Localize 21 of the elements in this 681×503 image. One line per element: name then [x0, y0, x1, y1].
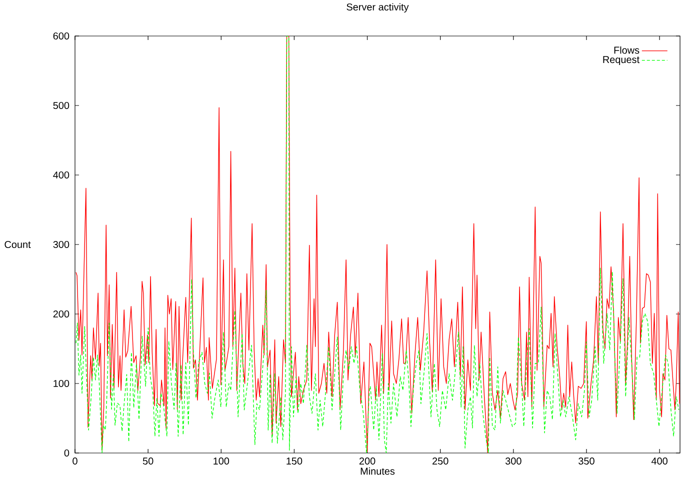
x-tick-label: 50: [142, 458, 154, 465]
x-tick-label: 350: [578, 458, 594, 465]
y-tick-label: 500: [53, 102, 70, 110]
x-tick-label: 400: [651, 458, 668, 465]
x-tick-label: 300: [505, 458, 522, 465]
y-tick-label: 400: [53, 171, 70, 179]
x-tick-label: 200: [359, 458, 376, 465]
y-tick-label: 0: [64, 449, 70, 457]
y-tick-label: 600: [53, 32, 70, 40]
x-tick-label: 150: [286, 458, 302, 465]
chart-title: Server activity: [346, 3, 409, 12]
x-axis-title: Minutes: [360, 467, 395, 475]
x-tick-label: 250: [432, 458, 448, 465]
y-axis-title: Count: [4, 240, 31, 248]
x-tick-label: 0: [72, 458, 78, 465]
y-tick-label: 200: [53, 310, 70, 318]
y-tick-label: 100: [54, 380, 70, 388]
legend-label: Flows: [614, 46, 640, 54]
legend-label: Request: [603, 56, 640, 66]
x-tick-label: 100: [214, 458, 230, 465]
y-tick-label: 300: [53, 240, 70, 248]
